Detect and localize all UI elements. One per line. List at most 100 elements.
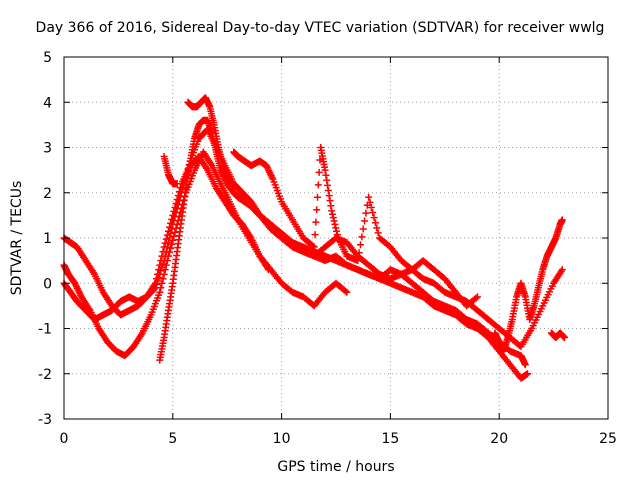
data-point bbox=[366, 198, 374, 206]
y-tick-label: 3 bbox=[43, 141, 52, 157]
data-point bbox=[160, 257, 168, 265]
data-point bbox=[163, 243, 171, 251]
x-tick-label: 20 bbox=[490, 431, 508, 447]
data-point bbox=[152, 280, 160, 288]
y-tick-label: 1 bbox=[43, 231, 52, 247]
data-point bbox=[162, 261, 170, 269]
data-point bbox=[331, 220, 339, 228]
data-point bbox=[151, 284, 159, 292]
x-tick-label: 10 bbox=[273, 431, 291, 447]
y-tick-label: 2 bbox=[43, 186, 52, 202]
y-tick-label: -2 bbox=[38, 367, 52, 383]
data-point bbox=[164, 239, 172, 247]
data-point bbox=[343, 288, 351, 296]
data-point bbox=[310, 243, 318, 251]
data-point bbox=[311, 231, 319, 239]
data-point bbox=[332, 224, 340, 232]
y-tick-label: 0 bbox=[43, 276, 52, 292]
data-point bbox=[342, 287, 350, 295]
data-point bbox=[370, 214, 378, 222]
data-point bbox=[356, 241, 364, 249]
x-tick-label: 25 bbox=[599, 431, 617, 447]
series-track-8 bbox=[491, 216, 566, 355]
data-point bbox=[154, 277, 162, 285]
data-point bbox=[355, 249, 363, 257]
data-point bbox=[523, 370, 531, 378]
data-point bbox=[358, 233, 366, 241]
data-point bbox=[324, 181, 332, 189]
data-point bbox=[325, 192, 333, 200]
y-tick-label: -3 bbox=[38, 412, 52, 428]
data-point bbox=[323, 176, 331, 184]
data-point bbox=[326, 197, 334, 205]
data-point bbox=[359, 225, 367, 233]
data-point bbox=[560, 334, 568, 342]
data-point bbox=[315, 168, 323, 176]
series-track-2 bbox=[60, 148, 351, 360]
data-point bbox=[312, 218, 320, 226]
series-track-5 bbox=[184, 94, 566, 351]
data-point bbox=[173, 180, 181, 188]
x-axis-label: GPS time / hours bbox=[277, 459, 394, 475]
data-point bbox=[158, 279, 166, 287]
data-point bbox=[173, 205, 181, 213]
data-layer bbox=[60, 94, 568, 382]
data-point bbox=[333, 231, 341, 239]
data-point bbox=[168, 225, 176, 233]
data-point bbox=[150, 285, 158, 293]
x-tick-label: 15 bbox=[381, 431, 399, 447]
data-point bbox=[156, 288, 164, 296]
tick-layer: 0 5 10 15 20 25 -3 -2 -1 0 1 2 3 4 5 bbox=[38, 50, 617, 447]
y-axis-label: SDTVAR / TECUs bbox=[9, 181, 25, 296]
y-tick-label: 5 bbox=[43, 50, 52, 66]
data-point bbox=[361, 217, 369, 225]
data-point bbox=[324, 186, 332, 194]
data-point bbox=[333, 227, 341, 235]
series-track-9 bbox=[547, 329, 568, 342]
data-point bbox=[161, 252, 169, 260]
x-tick-label: 0 bbox=[60, 431, 69, 447]
data-point bbox=[314, 181, 322, 189]
series-track-7 bbox=[160, 153, 181, 188]
data-point bbox=[155, 274, 163, 282]
data-point bbox=[558, 216, 566, 224]
data-point bbox=[167, 229, 175, 237]
data-point bbox=[365, 193, 373, 201]
data-point bbox=[171, 213, 179, 221]
data-point bbox=[328, 207, 336, 215]
data-point bbox=[172, 209, 180, 217]
data-point bbox=[472, 294, 480, 302]
data-point bbox=[162, 248, 170, 256]
data-point bbox=[367, 203, 375, 211]
data-point bbox=[328, 210, 336, 218]
data-point bbox=[166, 234, 174, 242]
data-point bbox=[159, 260, 167, 268]
data-point bbox=[170, 216, 178, 224]
data-point bbox=[354, 257, 362, 265]
data-point bbox=[156, 270, 164, 278]
data-point bbox=[373, 224, 381, 232]
y-tick-label: 4 bbox=[43, 95, 52, 111]
data-point bbox=[169, 220, 177, 228]
data-point bbox=[313, 206, 321, 214]
series-track-6 bbox=[230, 144, 481, 310]
data-point bbox=[321, 166, 329, 174]
data-point bbox=[159, 275, 167, 283]
data-point bbox=[322, 171, 330, 179]
data-point bbox=[330, 217, 338, 225]
data-point bbox=[309, 242, 317, 250]
data-point bbox=[362, 209, 370, 217]
data-point bbox=[473, 293, 481, 301]
x-tick-label: 5 bbox=[168, 431, 177, 447]
y-tick-label: -1 bbox=[38, 322, 52, 338]
data-point bbox=[374, 229, 382, 237]
data-point bbox=[371, 219, 379, 227]
data-point bbox=[329, 214, 337, 222]
chart-title: Day 366 of 2016, Sidereal Day-to-day VTE… bbox=[36, 20, 605, 36]
data-point bbox=[167, 244, 175, 252]
data-point bbox=[558, 266, 566, 274]
data-point bbox=[314, 193, 322, 201]
data-point bbox=[158, 263, 166, 271]
data-point bbox=[521, 361, 529, 369]
